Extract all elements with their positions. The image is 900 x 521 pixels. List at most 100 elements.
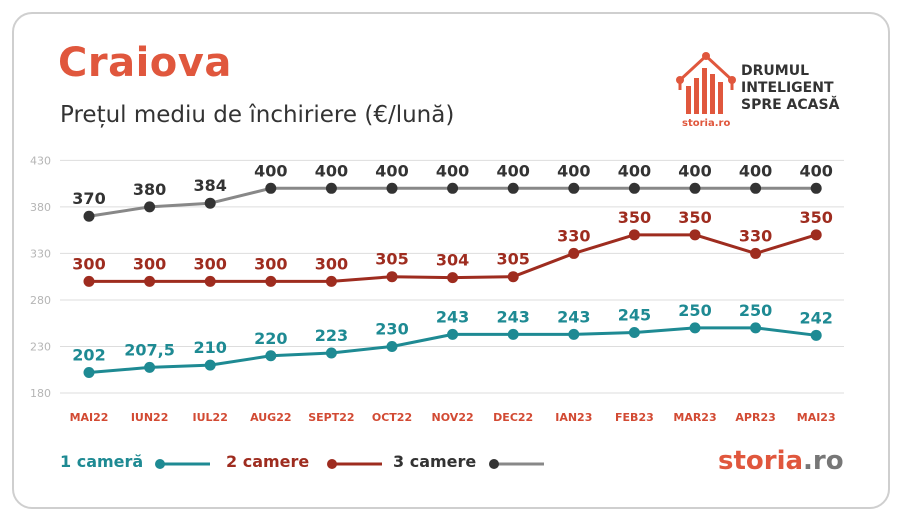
- x-tick-label: SEPT22: [308, 411, 354, 424]
- x-tick-label: IUL22: [193, 411, 228, 424]
- data-point-3-camere: [507, 182, 519, 194]
- data-label-1-camera: 243: [436, 307, 469, 326]
- data-label-3-camere: 400: [557, 161, 590, 180]
- data-point-2-camere: [265, 275, 277, 287]
- data-point-2-camere: [628, 229, 640, 241]
- data-point-1-camera: [568, 328, 580, 340]
- data-point-3-camere: [83, 210, 95, 222]
- data-point-1-camera: [265, 350, 277, 362]
- data-label-3-camere: 370: [72, 189, 105, 208]
- data-label-2-camere: 300: [315, 254, 348, 273]
- data-point-3-camere: [265, 182, 277, 194]
- data-label-1-camera: 250: [739, 301, 772, 320]
- data-label-3-camere: 400: [618, 161, 651, 180]
- data-point-2-camere: [447, 272, 459, 284]
- x-tick-label: OCT22: [372, 411, 412, 424]
- x-tick-label: APR23: [735, 411, 775, 424]
- x-tick-label: FEB23: [615, 411, 654, 424]
- data-point-2-camere: [144, 275, 156, 287]
- y-tick-label: 230: [30, 340, 51, 353]
- data-label-1-camera: 250: [678, 301, 711, 320]
- x-tick-label: NOV22: [432, 411, 474, 424]
- logo-brand-small: storia.ro: [682, 118, 731, 129]
- data-label-3-camere: 400: [436, 161, 469, 180]
- data-point-2-camere: [750, 247, 762, 259]
- y-tick-label: 430: [30, 154, 51, 167]
- data-label-2-camere: 305: [375, 250, 408, 269]
- chart-card: [12, 12, 890, 509]
- data-point-1-camera: [386, 340, 398, 352]
- data-point-2-camere: [689, 229, 701, 241]
- data-label-1-camera: 210: [193, 338, 226, 357]
- y-tick-label: 330: [30, 247, 51, 260]
- y-tick-label: 280: [30, 294, 51, 307]
- data-label-2-camere: 305: [496, 250, 529, 269]
- data-point-1-camera: [325, 347, 337, 359]
- data-point-3-camere: [386, 182, 398, 194]
- data-point-2-camere: [810, 229, 822, 241]
- data-label-3-camere: 400: [496, 161, 529, 180]
- data-label-1-camera: 220: [254, 329, 287, 348]
- data-point-1-camera: [628, 327, 640, 339]
- data-label-3-camere: 400: [315, 161, 348, 180]
- data-label-2-camere: 304: [436, 251, 469, 270]
- logo-tagline: DRUMUL INTELIGENT SPRE ACASĂ: [741, 63, 839, 114]
- data-point-3-camere: [447, 182, 459, 194]
- data-label-3-camere: 400: [375, 161, 408, 180]
- data-point-2-camere: [386, 271, 398, 283]
- data-label-1-camera: 242: [799, 308, 832, 327]
- data-label-3-camere: 400: [254, 161, 287, 180]
- data-point-1-camera: [144, 361, 156, 373]
- footer-brand: storia.ro: [718, 446, 844, 476]
- data-point-2-camere: [325, 275, 337, 287]
- data-label-2-camere: 350: [799, 208, 832, 227]
- data-point-3-camere: [628, 182, 640, 194]
- logo-line-1: DRUMUL: [741, 63, 809, 79]
- data-label-1-camera: 245: [618, 306, 651, 325]
- x-tick-label: IAN23: [555, 411, 592, 424]
- y-tick-label: 380: [30, 201, 51, 214]
- data-point-1-camera: [750, 322, 762, 334]
- data-label-2-camere: 300: [193, 254, 226, 273]
- data-label-2-camere: 350: [618, 208, 651, 227]
- x-tick-label: AUG22: [250, 411, 291, 424]
- data-label-1-camera: 243: [557, 307, 590, 326]
- data-point-2-camere: [568, 247, 580, 259]
- data-point-2-camere: [204, 275, 216, 287]
- data-point-3-camere: [325, 182, 337, 194]
- data-point-3-camere: [689, 182, 701, 194]
- legend-marker-2-camere: [327, 459, 382, 469]
- data-point-1-camera: [507, 328, 519, 340]
- data-label-2-camere: 300: [133, 254, 166, 273]
- chart-title: Craiova: [58, 40, 232, 86]
- legend-label-3-camere: 3 camere: [393, 452, 477, 471]
- legend-label-1-camera: 1 cameră: [60, 452, 144, 471]
- data-point-1-camera: [204, 359, 216, 371]
- data-label-2-camere: 300: [254, 254, 287, 273]
- data-point-3-camere: [144, 201, 156, 213]
- legend-label-2-camere: 2 camere: [226, 452, 310, 471]
- data-point-1-camera: [83, 367, 95, 379]
- data-label-3-camere: 400: [739, 161, 772, 180]
- data-label-3-camere: 400: [799, 161, 832, 180]
- data-label-2-camere: 300: [72, 254, 105, 273]
- chart-subtitle: Prețul mediu de închiriere (€/lună): [60, 102, 455, 128]
- y-tick-label: 180: [30, 387, 51, 400]
- data-label-2-camere: 330: [739, 226, 772, 245]
- data-point-1-camera: [689, 322, 701, 334]
- data-point-3-camere: [204, 197, 216, 209]
- data-label-3-camere: 400: [678, 161, 711, 180]
- house-logo-icon: [676, 52, 736, 114]
- data-label-1-camera: 243: [496, 307, 529, 326]
- data-label-1-camera: 230: [375, 319, 408, 338]
- footer-brand-domain: .ro: [803, 446, 844, 476]
- logo-line-2: INTELIGENT: [741, 80, 834, 96]
- x-tick-label: MAI22: [70, 411, 109, 424]
- x-tick-label: IUN22: [131, 411, 169, 424]
- data-point-3-camere: [750, 182, 762, 194]
- data-label-3-camere: 380: [133, 180, 166, 199]
- data-label-1-camera: 223: [315, 326, 348, 345]
- data-label-2-camere: 330: [557, 226, 590, 245]
- legend-marker-3-camere: [489, 459, 544, 469]
